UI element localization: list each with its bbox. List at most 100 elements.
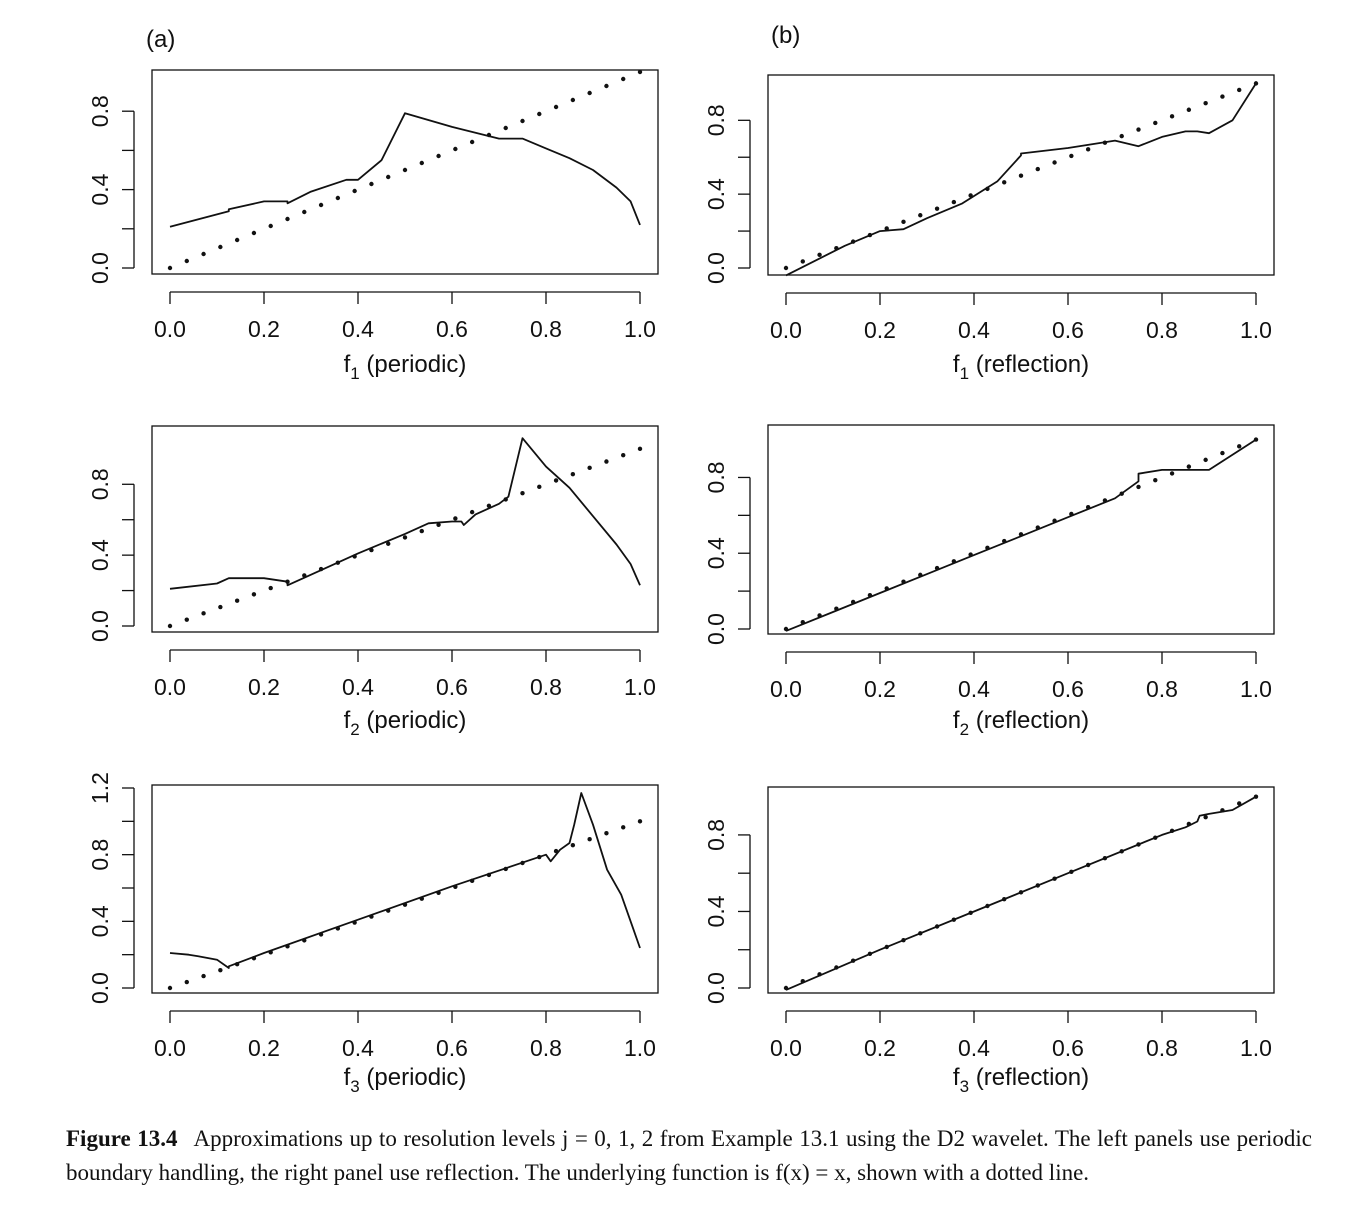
b3-reference-dot [951, 917, 957, 922]
a1-reference-dot [386, 174, 391, 180]
a2-reference-dot [369, 547, 374, 553]
a3-reference-dot [352, 920, 357, 925]
a1-x-tick-label: 1.0 [624, 316, 656, 342]
a3-plot-frame [151, 784, 659, 994]
a1-reference-dot [184, 258, 189, 264]
b2-x-tick-label: 1.0 [1240, 676, 1272, 702]
a1-reference-dot [587, 90, 592, 96]
a2-reference-dot [218, 604, 223, 610]
b1-reference-dot [1203, 100, 1208, 106]
a1-reference-dot [167, 265, 173, 271]
a2-reference-dot [352, 554, 357, 559]
a3-x-tick-label: 0.2 [248, 1035, 280, 1061]
b2-reference-dot [1237, 444, 1242, 449]
a1-reference-dot [402, 167, 408, 173]
a2-x-tick-label: 0.8 [530, 674, 562, 700]
a1-x-tick-label: 0.6 [436, 316, 468, 342]
a1-y-tick-label: 0.8 [87, 95, 113, 127]
a1-reference-dot [268, 223, 273, 229]
a3-reference-dot [386, 908, 391, 913]
b3-reference-dot [884, 944, 889, 950]
b2-reference-dot [918, 572, 923, 578]
b1-reference-dot [1169, 114, 1175, 119]
b3-y-tick-label: 0.0 [703, 972, 729, 1004]
b3-reference-dot [867, 951, 873, 957]
a2-reference-dot [503, 497, 508, 502]
b1-x-tick-label: 0.8 [1146, 317, 1178, 343]
b2-reference-dot [934, 565, 940, 571]
a2-approximation-line [169, 437, 641, 590]
b1-y-tick-label: 0.8 [703, 104, 729, 136]
a3-reference-dot [402, 902, 408, 907]
b1-reference-dot [901, 219, 906, 225]
a2-reference-dot [302, 573, 307, 578]
b2-reference-dot [1203, 457, 1208, 463]
b2-reference-dot [951, 559, 957, 564]
a1-reference-dot [537, 111, 542, 117]
b3-reference-dot [1102, 855, 1108, 861]
a3-reference-dot [167, 985, 173, 991]
b3-reference-dot [1035, 883, 1040, 888]
a1-x-tick-label: 0.0 [154, 316, 186, 342]
a3-reference-dot [453, 884, 458, 890]
a3-reference-dot [184, 979, 189, 985]
b1-reference-dot [1119, 133, 1124, 139]
a2-y-tick-label: 0.8 [87, 468, 113, 500]
a1-x-tick-label: 0.4 [342, 316, 374, 342]
b2-reference-dot [834, 606, 839, 611]
a3-y-tick-label: 0.4 [87, 905, 113, 937]
a2-reference-dot [386, 541, 391, 546]
a1-reference-dot [453, 146, 458, 152]
a3-reference-dot [251, 956, 257, 961]
b3-reference-dot [1237, 801, 1242, 806]
b3-plot-frame [767, 786, 1275, 994]
b1-reference-dot [1069, 153, 1074, 159]
a2-y-tick-label: 0.0 [87, 610, 113, 642]
b2-reference-dot [1052, 518, 1057, 523]
b3-x-tick-label: 0.0 [770, 1035, 802, 1061]
b3-reference-dot [800, 978, 805, 984]
a3-reference-dot [436, 890, 441, 895]
a3-reference-dot [302, 938, 307, 943]
b2-x-tick-label: 0.0 [770, 676, 802, 702]
b1-reference-dot [1018, 173, 1024, 178]
a2-reference-dot [570, 471, 576, 477]
a2-x-tick-label: 0.4 [342, 674, 374, 700]
b1-reference-dot [800, 259, 805, 264]
a2-reference-dot [285, 579, 290, 584]
a3-reference-dot [369, 914, 374, 919]
a3-reference-dot [621, 825, 626, 830]
a1-reference-dot [234, 237, 240, 243]
a3-reference-dot [503, 866, 508, 872]
b1-reference-dot [1186, 107, 1192, 112]
a1-reference-dot [469, 139, 475, 145]
b1-approximation-line [785, 82, 1257, 277]
a1-reference-dot [436, 153, 441, 159]
a1-reference-dot [503, 125, 508, 131]
a1-y-tick-label: 0.4 [87, 173, 113, 205]
b3-reference-dot [817, 972, 822, 977]
a1-reference-dot [218, 244, 223, 250]
b3-x-tick-label: 0.2 [864, 1035, 896, 1061]
b3-reference-dot [1203, 814, 1208, 820]
b1-x-axis-label: f1 (reflection) [953, 351, 1089, 383]
b3-reference-dot [968, 910, 973, 916]
a1-reference-dot [251, 230, 257, 236]
b2-reference-dot [1119, 491, 1124, 496]
a3-reference-dot [318, 932, 324, 937]
a1-reference-dot [419, 160, 424, 166]
a3-reference-dot [201, 973, 206, 979]
b1-x-tick-label: 0.2 [864, 317, 896, 343]
b2-reference-dot [817, 613, 822, 618]
a2-reference-dot [335, 560, 341, 565]
a2-reference-dot [453, 516, 458, 521]
b3-x-axis-label: f3 (reflection) [953, 1064, 1089, 1096]
a3-reference-dot [537, 854, 542, 860]
b1-reference-dot [850, 239, 856, 244]
b2-y-tick-label: 0.4 [703, 537, 729, 569]
a3-reference-dot [604, 831, 609, 836]
a1-reference-dot [352, 188, 357, 194]
b1-x-tick-label: 0.6 [1052, 317, 1084, 343]
b2-reference-dot [800, 620, 805, 625]
b2-x-tick-label: 0.4 [958, 676, 990, 702]
